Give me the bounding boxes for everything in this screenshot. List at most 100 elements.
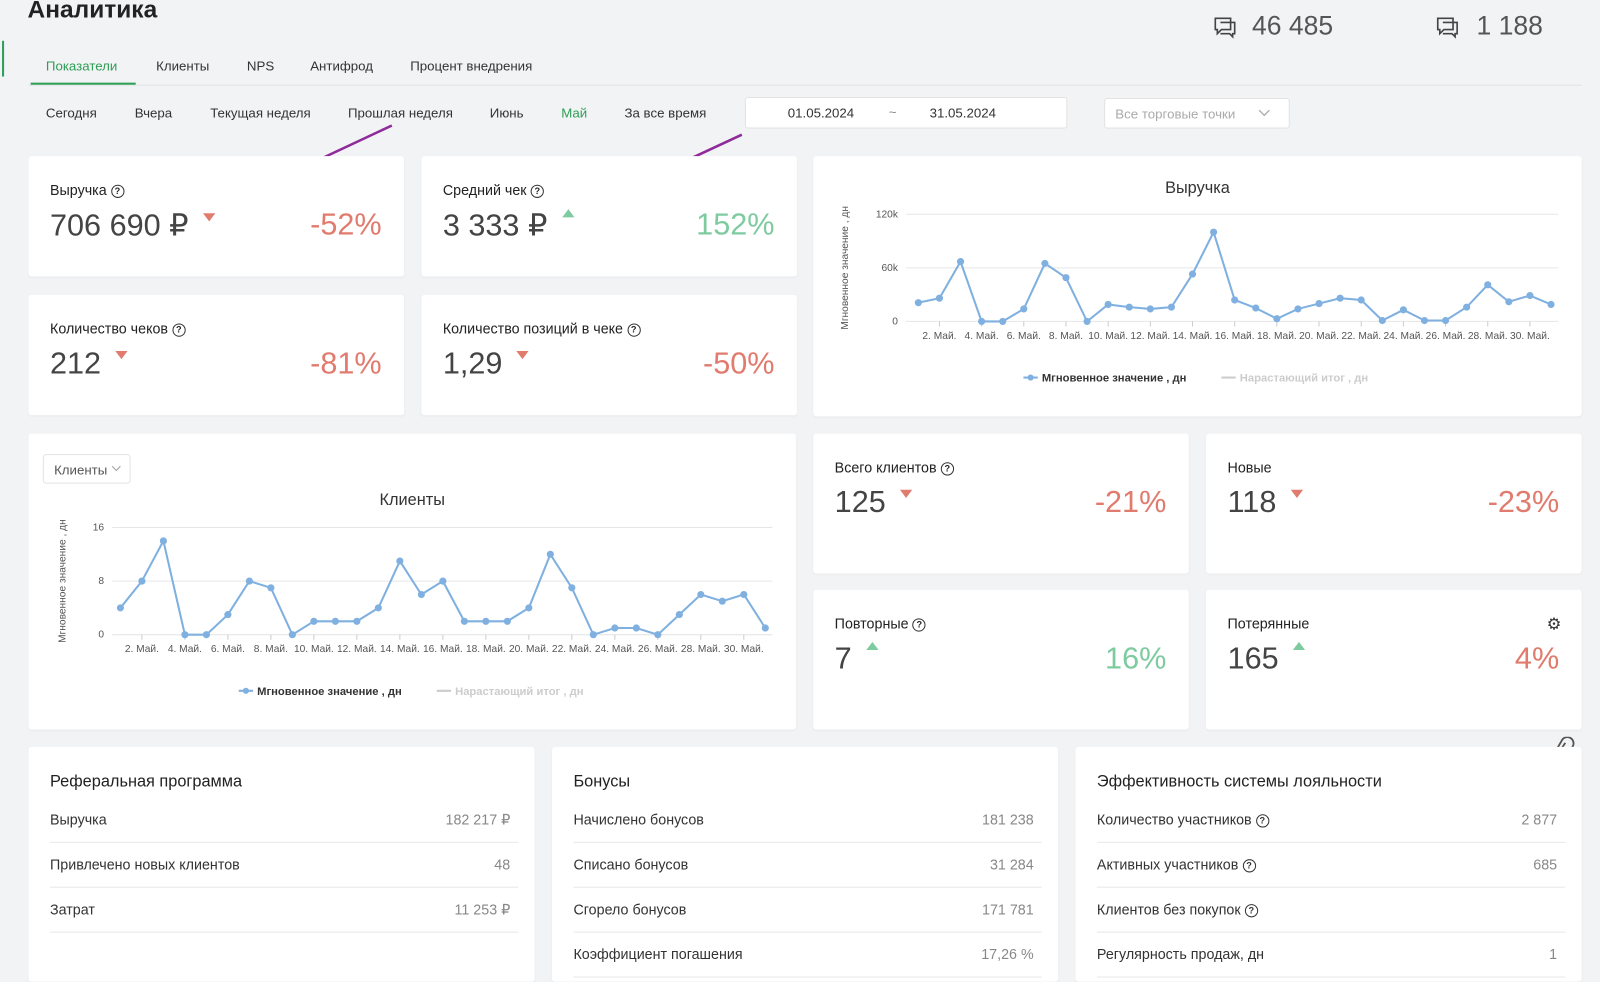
data-point	[503, 617, 511, 625]
panel-row: Коэффициент погашения 17,26 %	[573, 932, 1042, 978]
page-title: Аналитика	[27, 0, 158, 24]
kpi-value: 165	[1228, 641, 1306, 677]
panel-title: Эффективность системы лояльности	[1096, 773, 1382, 791]
data-point	[1188, 270, 1197, 278]
y-tick-label: 0	[98, 630, 104, 641]
kpi-title: Средний чек?	[443, 182, 544, 198]
x-tick-label: 30. Май.	[724, 644, 764, 655]
kpi-value-text: 7	[834, 641, 852, 676]
series-line	[918, 229, 1552, 324]
row-value: 31 284	[989, 856, 1034, 873]
x-tick-label: 24. Май.	[1383, 331, 1423, 342]
chat-icon	[1436, 17, 1458, 39]
kpi-card: Новые 118 -23%	[1206, 433, 1582, 574]
period[interactable]: Май	[561, 105, 588, 121]
tab[interactable]: Процент внедрения	[410, 58, 533, 74]
x-tick-label: 26. Май.	[1426, 331, 1466, 342]
kpi-value: 212	[50, 347, 128, 382]
kpi-value-text: 118	[1227, 485, 1277, 520]
data-point	[1463, 303, 1471, 311]
data-point	[761, 624, 769, 632]
tab[interactable]: Показатели	[45, 58, 118, 74]
data-point	[396, 557, 404, 565]
row-label: Регулярность продаж, дн	[1097, 946, 1264, 962]
kpi-value-text: 3 333 ₽	[442, 209, 548, 243]
tab[interactable]: NPS	[246, 58, 275, 74]
panel-row: Начислено бонусов 181 238	[573, 797, 1042, 843]
row-label-text: Активных участников	[1096, 856, 1239, 873]
data-point	[1294, 305, 1302, 313]
period[interactable]: За все время	[624, 105, 707, 121]
help-icon: ?	[530, 184, 544, 198]
tab[interactable]: Антифрод	[310, 58, 373, 74]
counter: 46 485	[1252, 10, 1334, 41]
kpi-change: 16%	[1105, 641, 1167, 676]
data-point	[288, 631, 296, 639]
data-point	[718, 597, 726, 605]
kpi-card: Количество позиций в чеке? 1,29 -50%	[421, 294, 797, 416]
data-point	[1104, 300, 1112, 309]
clients-chart-card: Клиенты Мгновенное значение , дн 0 8 16 2. Ма…	[28, 433, 796, 730]
y-tick-label: 60k	[882, 263, 899, 274]
data-point	[224, 611, 232, 619]
help-icon: ?	[110, 184, 125, 198]
row-value: 48	[494, 856, 511, 873]
kpi-change: -21%	[1094, 485, 1167, 520]
period[interactable]: Прошлая неделя	[347, 105, 453, 121]
store-select[interactable]: Все торговые точки	[1104, 97, 1290, 129]
info-panel: Реферальная программа Выручка 182 217 ₽ При…	[28, 746, 535, 982]
data-point	[374, 604, 382, 612]
data-point	[245, 577, 253, 585]
data-point	[1146, 305, 1154, 313]
period[interactable]: Сегодня	[45, 105, 97, 121]
period[interactable]: Текущая неделя	[210, 105, 311, 121]
trend-arrow	[202, 213, 216, 222]
data-point	[1167, 303, 1175, 311]
row-label-text: Привлечено новых клиентов	[49, 856, 240, 873]
x-tick-label: 28. Май.	[1468, 331, 1508, 342]
kpi-title-text: Количество позиций в чеке	[442, 320, 624, 337]
panel-row: Клиентов без покупок?	[1096, 887, 1566, 933]
period[interactable]: Июнь	[489, 105, 524, 121]
date-to: 31.05.2024	[929, 105, 996, 121]
counter: 1 188	[1476, 10, 1543, 41]
x-tick-label: 22. Май.	[552, 644, 592, 655]
kpi-card: Повторные? 7 16%	[813, 589, 1189, 730]
kpi-value-text: 212	[49, 346, 102, 381]
trend-arrow	[115, 351, 128, 360]
data-point	[956, 258, 965, 266]
x-tick-label: 6. Май.	[211, 644, 245, 655]
chat-icon	[1214, 17, 1236, 39]
kpi-change: 4%	[1514, 641, 1560, 676]
tab[interactable]: Клиенты	[156, 58, 210, 74]
panel-row: Выручка 182 217 ₽	[49, 797, 519, 843]
data-point	[1231, 296, 1239, 304]
data-point	[202, 631, 210, 639]
info-panel: Бонусы Начислено бонусов 181 238 Списано бо…	[552, 746, 1059, 982]
period[interactable]: Вчера	[134, 105, 173, 121]
data-point	[1378, 316, 1386, 325]
help-icon: ?	[940, 462, 954, 476]
kpi-title: Количество позиций в чеке?	[442, 320, 641, 337]
help-icon: ?	[912, 618, 926, 632]
chevron	[111, 465, 121, 472]
date-range[interactable]: 01.05.2024 ~ 31.05.2024	[744, 96, 1068, 129]
panel-row: Списано бонусов 31 284	[573, 842, 1042, 888]
data-point	[1526, 291, 1534, 300]
panel-row: Количество участников? 2 877	[1096, 797, 1566, 843]
data-point	[1273, 315, 1281, 323]
panel-title: Реферальная программа	[49, 773, 243, 791]
row-value: 1	[1549, 945, 1558, 963]
y-axis-label: Мгновенное значение , дн	[57, 519, 68, 643]
row-label: Затрат	[50, 901, 95, 917]
x-tick-label: 22. Май.	[1341, 331, 1381, 342]
x-tick-label: 24. Май.	[595, 644, 635, 655]
x-tick-label: 20. Май.	[1299, 331, 1339, 342]
data-point	[417, 590, 425, 599]
x-tick-label: 6. Май.	[1007, 331, 1041, 342]
y-tick-label: 120k	[876, 209, 899, 220]
chart-dropdown[interactable]: Клиенты	[42, 454, 131, 484]
data-point	[138, 577, 146, 585]
row-value: 171 781	[982, 901, 1034, 918]
kpi-value-text: 706 690 ₽	[49, 209, 189, 243]
